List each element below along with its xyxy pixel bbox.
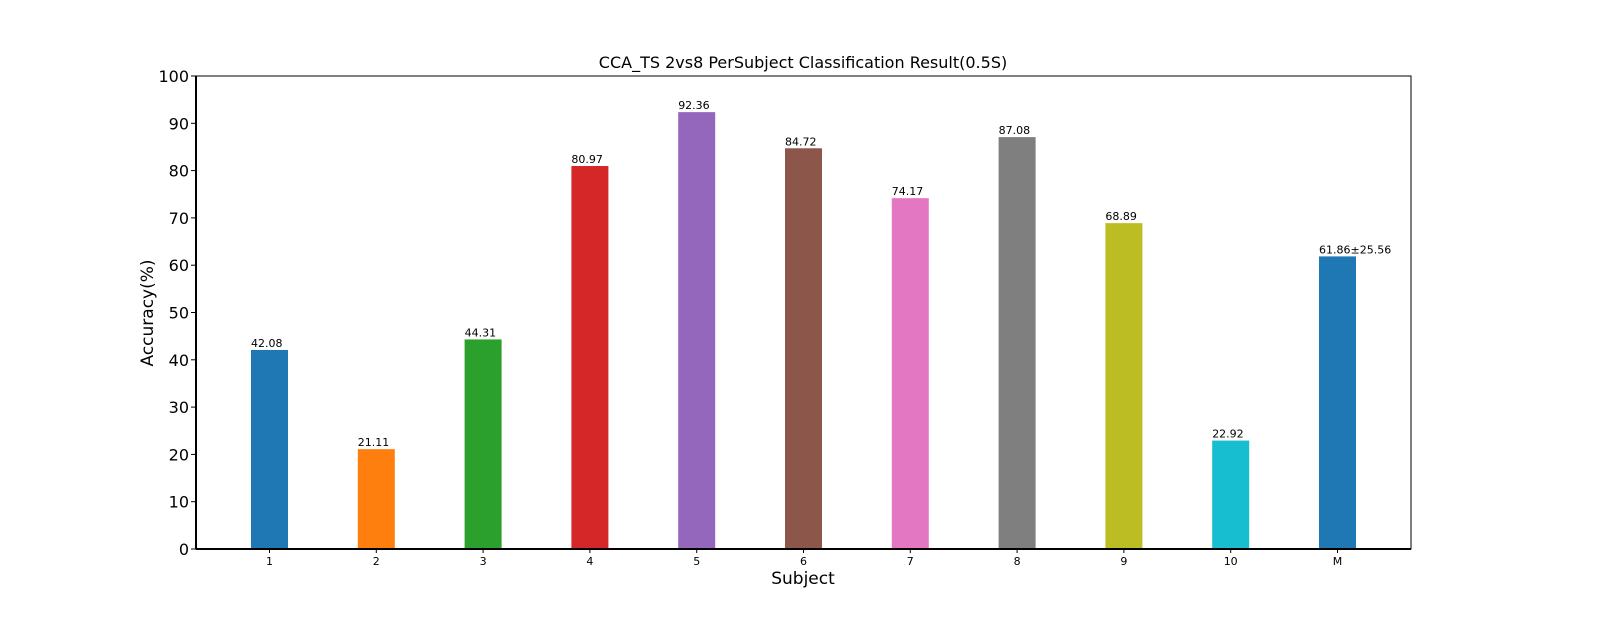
x-tick-label: 10	[1224, 555, 1238, 568]
bar	[1105, 223, 1143, 549]
bar	[357, 449, 395, 549]
y-tick-label: 40	[169, 351, 189, 370]
x-ticks: 1 2 3 4 5 6 7 8 9 10 M	[266, 549, 1342, 568]
bar-value-label: 61.86±25.56	[1319, 243, 1391, 256]
bar-labels: 42.08 21.11 44.31 80.97 92.36 84.72 74.17 87.08…	[251, 99, 1391, 449]
bar	[678, 112, 716, 549]
bar-value-label: 80.97	[571, 153, 603, 166]
y-tick-label: 30	[169, 398, 189, 417]
y-tick-label: 90	[169, 114, 189, 133]
bar-value-label: 74.17	[892, 185, 924, 198]
y-tick-label: 10	[169, 493, 189, 512]
x-tick-label: 3	[480, 555, 487, 568]
bar	[571, 166, 609, 549]
x-tick-label: 2	[373, 555, 380, 568]
y-tick-label: 20	[169, 445, 189, 464]
y-axis-label: Accuracy(%)	[138, 259, 158, 366]
y-tick-label: 100	[158, 67, 189, 86]
x-axis-label: Subject	[771, 569, 835, 589]
bar-value-label: 87.08	[999, 124, 1031, 137]
bar-value-label: 21.11	[358, 436, 390, 449]
x-tick-label: 6	[800, 555, 807, 568]
bar	[785, 148, 822, 549]
bar	[891, 198, 929, 549]
y-ticks: 0 10 20 30 40 50 60 70 80 90 100	[158, 67, 196, 559]
x-tick-label: 7	[907, 555, 914, 568]
x-tick-label: M	[1333, 555, 1343, 568]
y-tick-label: 70	[169, 209, 189, 228]
y-tick-label: 60	[169, 256, 189, 275]
y-tick-label: 50	[169, 304, 189, 323]
x-tick-label: 1	[266, 555, 273, 568]
bar-value-label: 22.92	[1212, 428, 1244, 441]
bar	[1319, 256, 1356, 549]
bar	[1212, 440, 1250, 549]
bar-value-label: 42.08	[251, 337, 283, 350]
x-tick-label: 9	[1120, 555, 1127, 568]
bar-value-label: 92.36	[678, 99, 710, 112]
chart-title: CCA_TS 2vs8 PerSubject Classification Re…	[599, 53, 1007, 73]
x-tick-label: 8	[1014, 555, 1021, 568]
bar-value-label: 44.31	[465, 326, 497, 339]
bar-value-label: 84.72	[785, 135, 817, 148]
bar	[464, 339, 502, 549]
y-tick-label: 80	[169, 162, 189, 181]
y-tick-label: 0	[179, 540, 189, 559]
bar-value-label: 68.89	[1105, 210, 1137, 223]
bar	[251, 349, 288, 549]
x-tick-label: 4	[586, 555, 593, 568]
bar	[998, 137, 1036, 549]
x-tick-label: 5	[693, 555, 700, 568]
bars	[251, 112, 1356, 549]
